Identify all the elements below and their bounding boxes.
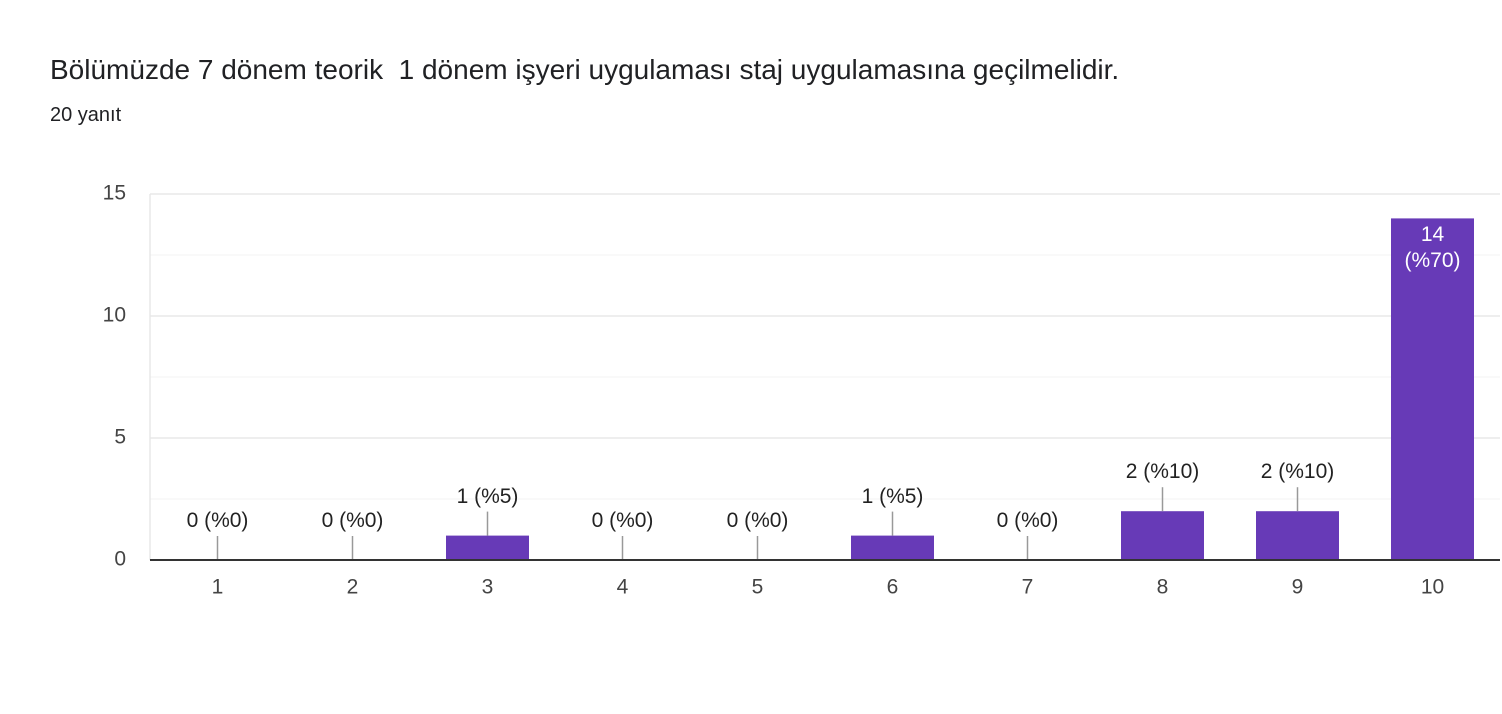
value-label: 2 (%10) xyxy=(1125,460,1200,484)
value-label: 0 (%0) xyxy=(321,509,384,532)
value-label: 0 (%0) xyxy=(591,509,654,532)
value-label: 1 (%5) xyxy=(861,484,924,508)
x-tick-label: 6 xyxy=(887,576,899,599)
x-tick-label: 8 xyxy=(1157,576,1169,599)
value-label: 14 (%70) xyxy=(1404,223,1461,273)
x-tick-label: 5 xyxy=(752,576,764,599)
value-label: 0 (%0) xyxy=(726,509,789,532)
bar xyxy=(1391,218,1474,560)
value-label: 2 (%10) xyxy=(1260,460,1335,484)
x-tick-label: 3 xyxy=(482,576,494,599)
x-tick-label: 4 xyxy=(617,576,629,599)
y-tick-label: 0 xyxy=(114,548,126,571)
x-tick-label: 2 xyxy=(347,576,359,599)
value-label: 1 (%5) xyxy=(456,484,519,508)
y-tick-label: 15 xyxy=(103,182,126,205)
value-label: 0 (%0) xyxy=(186,509,249,532)
bar xyxy=(1256,511,1339,560)
bar xyxy=(851,535,934,560)
bar xyxy=(446,535,529,560)
value-label: 0 (%0) xyxy=(996,509,1059,532)
x-tick-label: 7 xyxy=(1022,576,1034,599)
x-tick-label: 1 xyxy=(212,576,224,599)
x-tick-label: 10 xyxy=(1421,576,1444,599)
chart-title: Bölümüzde 7 dönem teorik 1 dönem işyeri … xyxy=(50,54,1120,85)
bar xyxy=(1121,511,1204,560)
x-tick-label: 9 xyxy=(1292,576,1304,599)
y-tick-label: 5 xyxy=(114,426,126,449)
chart-subtitle: 20 yanıt xyxy=(50,104,122,126)
y-tick-label: 10 xyxy=(103,304,126,327)
